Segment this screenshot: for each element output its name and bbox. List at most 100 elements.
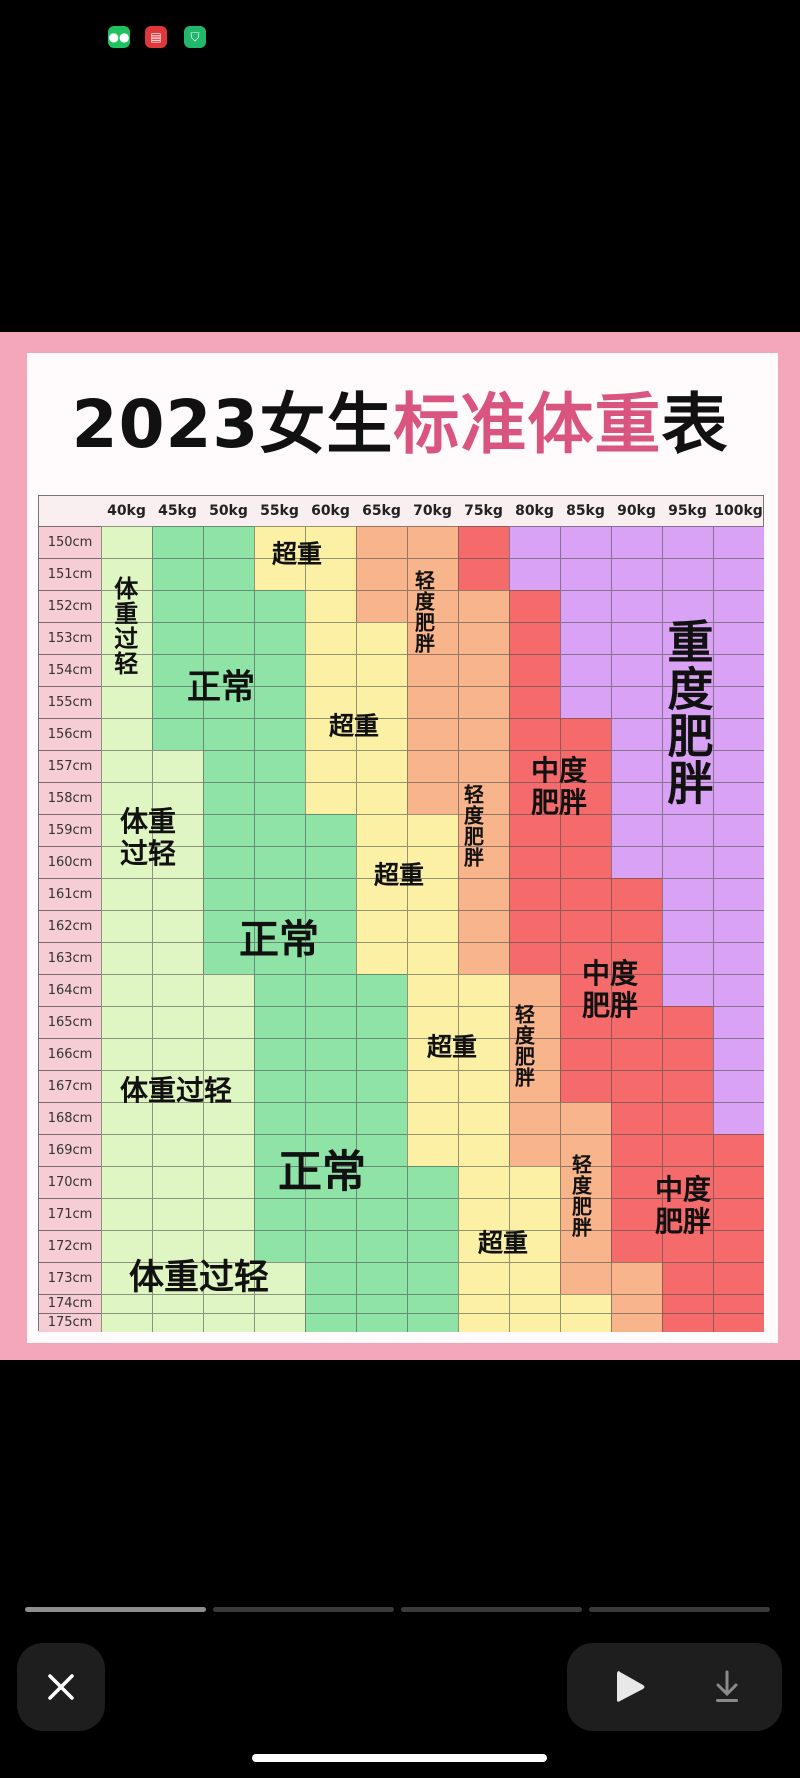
cell-超重 (356, 654, 407, 686)
cell-体重过轻 (152, 1262, 203, 1294)
region-label-moderate-obese: 中度肥胖 (582, 957, 638, 1022)
cell-超重 (560, 1294, 611, 1313)
cell-正常 (254, 782, 305, 814)
cell-体重过轻 (101, 878, 152, 910)
cell-重度肥胖 (662, 654, 713, 686)
cell-中度肥胖 (713, 1230, 764, 1262)
cell-重度肥胖 (713, 1038, 764, 1070)
cell-中度肥胖 (560, 1038, 611, 1070)
cell-重度肥胖 (611, 814, 662, 846)
cell-重度肥胖 (713, 526, 764, 558)
cell-中度肥胖 (560, 1006, 611, 1038)
cell-轻度肥胖 (407, 718, 458, 750)
cell-正常 (203, 590, 254, 622)
cell-体重过轻 (203, 1198, 254, 1230)
cell-重度肥胖 (662, 974, 713, 1006)
cell-体重过轻 (152, 1134, 203, 1166)
cell-正常 (254, 1166, 305, 1198)
home-indicator[interactable] (252, 1754, 547, 1762)
cell-中度肥胖 (560, 814, 611, 846)
cell-中度肥胖 (611, 878, 662, 910)
cell-中度肥胖 (509, 750, 560, 782)
security-shield-icon: ⛉ (184, 26, 206, 48)
cell-重度肥胖 (560, 590, 611, 622)
cell-轻度肥胖 (458, 590, 509, 622)
cell-中度肥胖 (662, 1166, 713, 1198)
label-line: 肥胖 (654, 1205, 712, 1238)
column-header: 40kg (107, 503, 146, 519)
cell-中度肥胖 (611, 1134, 662, 1166)
label-line: 过轻 (119, 837, 177, 870)
cell-重度肥胖 (662, 590, 713, 622)
cell-轻度肥胖 (560, 1230, 611, 1262)
cell-超重 (458, 1294, 509, 1313)
cell-正常 (254, 846, 305, 878)
cell-中度肥胖 (560, 878, 611, 910)
cell-重度肥胖 (509, 526, 560, 558)
cell-轻度肥胖 (458, 878, 509, 910)
cell-中度肥胖 (509, 910, 560, 942)
label-line: 中度 (654, 1172, 712, 1206)
cell-中度肥胖 (713, 1262, 764, 1294)
cell-体重过轻 (203, 974, 254, 1006)
cell-中度肥胖 (509, 942, 560, 974)
cell-体重过轻 (203, 1262, 254, 1294)
close-button[interactable] (17, 1643, 105, 1731)
play-icon[interactable] (611, 1667, 651, 1707)
cell-正常 (305, 814, 356, 846)
cell-重度肥胖 (713, 622, 764, 654)
red-envelope-app-icon: ▤ (145, 26, 167, 48)
cell-正常 (356, 1070, 407, 1102)
column-header: 90kg (617, 503, 656, 519)
cell-体重过轻 (152, 750, 203, 782)
cell-中度肥胖 (662, 1134, 713, 1166)
cell-轻度肥胖 (458, 782, 509, 814)
cell-轻度肥胖 (458, 846, 509, 878)
cell-正常 (356, 1230, 407, 1262)
cell-正常 (305, 1198, 356, 1230)
row-header: 154cm (39, 654, 101, 686)
cell-中度肥胖 (611, 974, 662, 1006)
cell-中度肥胖 (509, 814, 560, 846)
cell-轻度肥胖 (611, 1294, 662, 1313)
download-icon[interactable] (707, 1667, 747, 1707)
cell-轻度肥胖 (509, 1038, 560, 1070)
cell-超重 (560, 1313, 611, 1332)
cell-正常 (254, 1198, 305, 1230)
cell-体重过轻 (152, 1166, 203, 1198)
cell-超重 (458, 1134, 509, 1166)
cell-中度肥胖 (560, 1070, 611, 1102)
cell-轻度肥胖 (611, 1262, 662, 1294)
page-segment (401, 1607, 582, 1612)
cell-轻度肥胖 (407, 622, 458, 654)
cell-轻度肥胖 (407, 590, 458, 622)
cell-轻度肥胖 (458, 814, 509, 846)
cell-正常 (254, 686, 305, 718)
cell-体重过轻 (101, 1070, 152, 1102)
cell-正常 (152, 686, 203, 718)
cell-正常 (254, 1134, 305, 1166)
cell-中度肥胖 (611, 1038, 662, 1070)
cell-重度肥胖 (662, 526, 713, 558)
column-header: 60kg (311, 503, 350, 519)
cell-中度肥胖 (509, 654, 560, 686)
cell-正常 (203, 942, 254, 974)
cell-中度肥胖 (662, 1038, 713, 1070)
row-header: 158cm (39, 782, 101, 814)
region-label-mild-obese: 轻度肥胖 (411, 570, 436, 654)
cell-正常 (203, 814, 254, 846)
cell-体重过轻 (101, 686, 152, 718)
cell-超重 (305, 558, 356, 590)
cell-正常 (152, 526, 203, 558)
cell-正常 (407, 1166, 458, 1198)
cell-超重 (509, 1294, 560, 1313)
cell-正常 (254, 750, 305, 782)
cell-正常 (203, 846, 254, 878)
cell-中度肥胖 (611, 1102, 662, 1134)
cell-重度肥胖 (611, 558, 662, 590)
cell-体重过轻 (254, 1262, 305, 1294)
cell-超重 (407, 1038, 458, 1070)
cell-中度肥胖 (662, 1006, 713, 1038)
row-header: 175cm (39, 1313, 101, 1332)
cell-重度肥胖 (611, 846, 662, 878)
